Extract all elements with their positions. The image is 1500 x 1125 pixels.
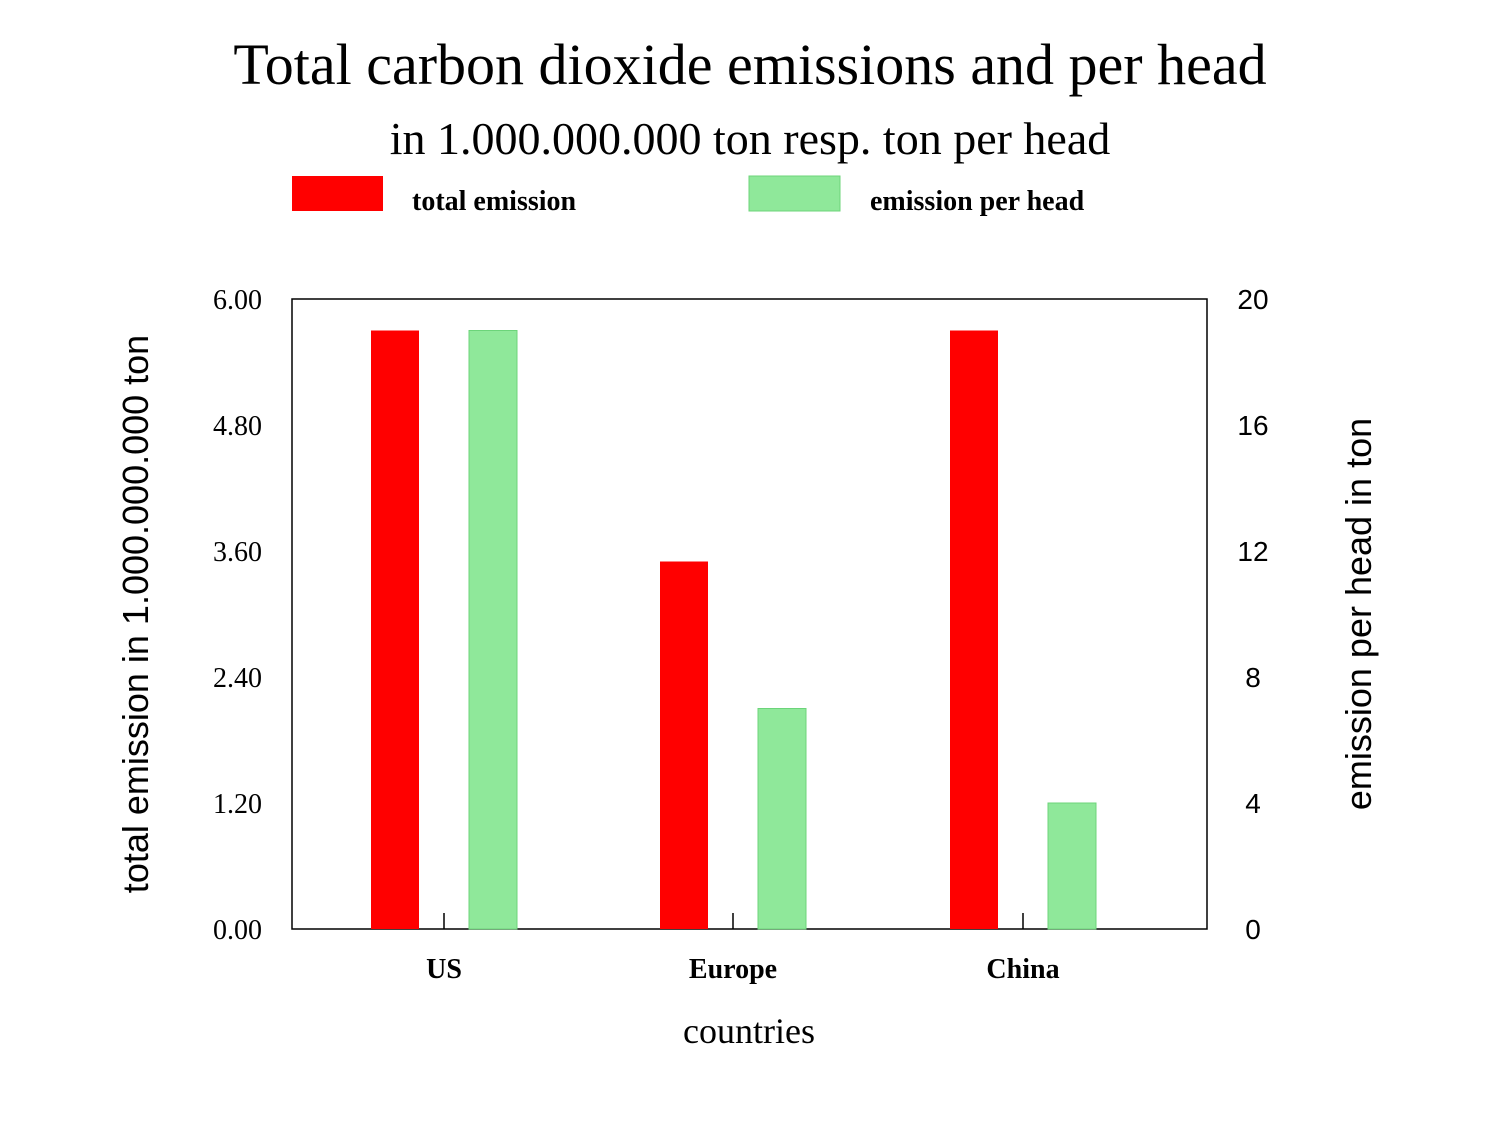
- bars: [371, 330, 1097, 930]
- y-right-tick-label: 16: [1237, 410, 1268, 441]
- x-tick-label: Europe: [689, 954, 777, 985]
- x-axis: US Europe China: [426, 913, 1060, 985]
- y-axis-left: 0.00 1.20 2.40 3.60 4.80 6.00: [213, 285, 262, 946]
- x-tick-label: China: [986, 954, 1059, 985]
- x-tick-label: US: [426, 954, 462, 985]
- bar-emission-per-head-us: [468, 330, 518, 930]
- y-right-tick-label: 20: [1237, 284, 1268, 315]
- legend-swatch-total-emission: [292, 176, 383, 211]
- y-left-tick-label: 6.00: [213, 285, 262, 316]
- bar-total-emission-us: [371, 330, 419, 929]
- x-axis-title: countries: [683, 1011, 815, 1051]
- plot-area-frame: [291, 298, 1208, 930]
- bar-total-emission-china: [950, 330, 998, 929]
- y-right-tick-label: 8: [1245, 662, 1261, 693]
- y-right-tick-label: 12: [1237, 536, 1268, 567]
- y-axis-right: 0 4 8 12 16 20: [1237, 284, 1268, 945]
- y-left-tick-label: 2.40: [213, 663, 262, 694]
- legend: total emission emission per head: [292, 175, 1085, 217]
- y-left-tick-label: 4.80: [213, 411, 262, 442]
- legend-label-emission-per-head: emission per head: [870, 186, 1085, 217]
- y-axis-right-title: emission per head in ton: [1338, 418, 1379, 810]
- legend-swatch-emission-per-head: [748, 175, 841, 212]
- y-left-tick-label: 3.60: [213, 537, 262, 568]
- chart-subtitle: in 1.000.000.000 ton resp. ton per head: [390, 113, 1111, 164]
- y-left-tick-label: 1.20: [213, 789, 262, 820]
- y-axis-left-title: total emission in 1.000.000.000 ton: [115, 335, 156, 893]
- chart-title: Total carbon dioxide emissions and per h…: [233, 32, 1266, 97]
- legend-label-total-emission: total emission: [412, 186, 577, 217]
- bar-total-emission-europe: [660, 561, 708, 929]
- y-right-tick-label: 4: [1245, 788, 1261, 819]
- y-right-tick-label: 0: [1245, 914, 1261, 945]
- bar-emission-per-head-china: [1047, 802, 1097, 930]
- y-left-tick-label: 0.00: [213, 915, 262, 946]
- bar-emission-per-head-europe: [757, 708, 807, 930]
